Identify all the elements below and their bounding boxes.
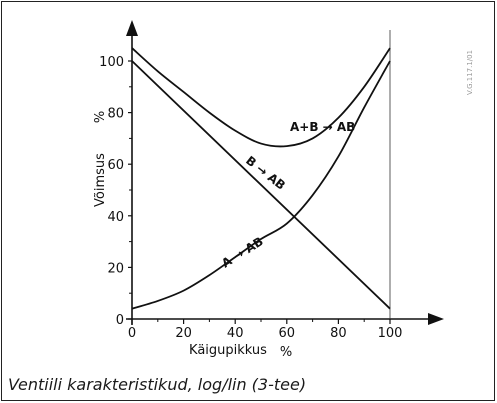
y-tick-label: 20 (107, 261, 124, 276)
y-tick-label: 0 (116, 313, 124, 328)
x-tick-label: 100 (378, 326, 403, 341)
axes (126, 20, 444, 325)
y-axis-label: Võimsus (93, 153, 108, 207)
curve-labels: A+B → ABB → ABA → AB (219, 120, 355, 271)
label-a-plus-b-to-ab: A+B → AB (290, 120, 355, 134)
x-tick-label: 20 (175, 326, 192, 341)
curve-a-to-ab (131, 60, 391, 310)
tick-labels: 0 20 40 60 80 100 0 20 40 60 80 100 (99, 55, 402, 341)
x-tick-label: 0 (128, 326, 136, 341)
y-axis-arrow (126, 20, 138, 36)
figure-code: V.G.117.1/01 (466, 50, 474, 95)
x-axis-arrow (428, 313, 444, 325)
x-axis-unit: % (280, 345, 292, 360)
curve-b-to-ab (131, 60, 391, 310)
x-tick-label: 80 (330, 326, 347, 341)
curves (131, 47, 391, 310)
figure-caption: Ventiili karakteristikud, log/lin (3-tee… (8, 375, 307, 394)
x-axis-label: Käigupikkus (189, 343, 267, 358)
tick-marks (128, 60, 391, 324)
y-tick-label: 80 (107, 107, 124, 122)
x-tick-label: 40 (227, 326, 244, 341)
y-tick-label: 40 (107, 210, 124, 225)
x-tick-label: 60 (279, 326, 296, 341)
y-axis-unit: % (93, 111, 108, 123)
y-tick-label: 100 (99, 55, 124, 70)
label-a-to-ab: A → AB (219, 234, 266, 270)
curve-a-plus-b-to-ab (131, 47, 391, 148)
y-tick-label: 60 (107, 158, 124, 173)
